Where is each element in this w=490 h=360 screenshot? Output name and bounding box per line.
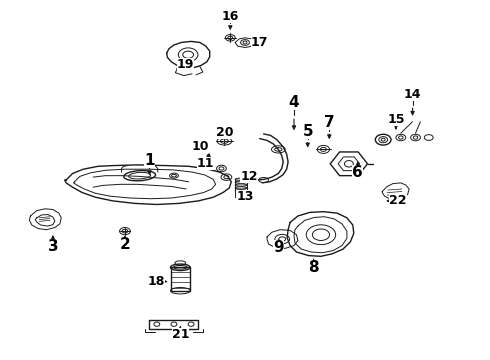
Text: 16: 16 <box>221 10 239 23</box>
Text: 18: 18 <box>147 275 165 288</box>
Text: 17: 17 <box>251 36 269 49</box>
Text: 7: 7 <box>324 115 335 130</box>
Text: 21: 21 <box>172 328 189 341</box>
Text: 1: 1 <box>144 153 155 168</box>
Text: 8: 8 <box>308 260 319 275</box>
Text: 2: 2 <box>120 237 130 252</box>
Text: 20: 20 <box>216 126 233 139</box>
Text: 14: 14 <box>404 88 421 101</box>
Text: 12: 12 <box>240 170 258 183</box>
Text: 13: 13 <box>236 190 254 203</box>
Text: 4: 4 <box>289 95 299 110</box>
Text: 19: 19 <box>176 58 194 71</box>
Text: 22: 22 <box>389 194 407 207</box>
Text: 6: 6 <box>352 165 363 180</box>
Text: 5: 5 <box>302 124 313 139</box>
Text: 10: 10 <box>191 140 209 153</box>
Text: 3: 3 <box>48 239 58 254</box>
Text: 15: 15 <box>387 113 405 126</box>
Text: 9: 9 <box>273 240 284 255</box>
Text: 11: 11 <box>197 157 215 170</box>
